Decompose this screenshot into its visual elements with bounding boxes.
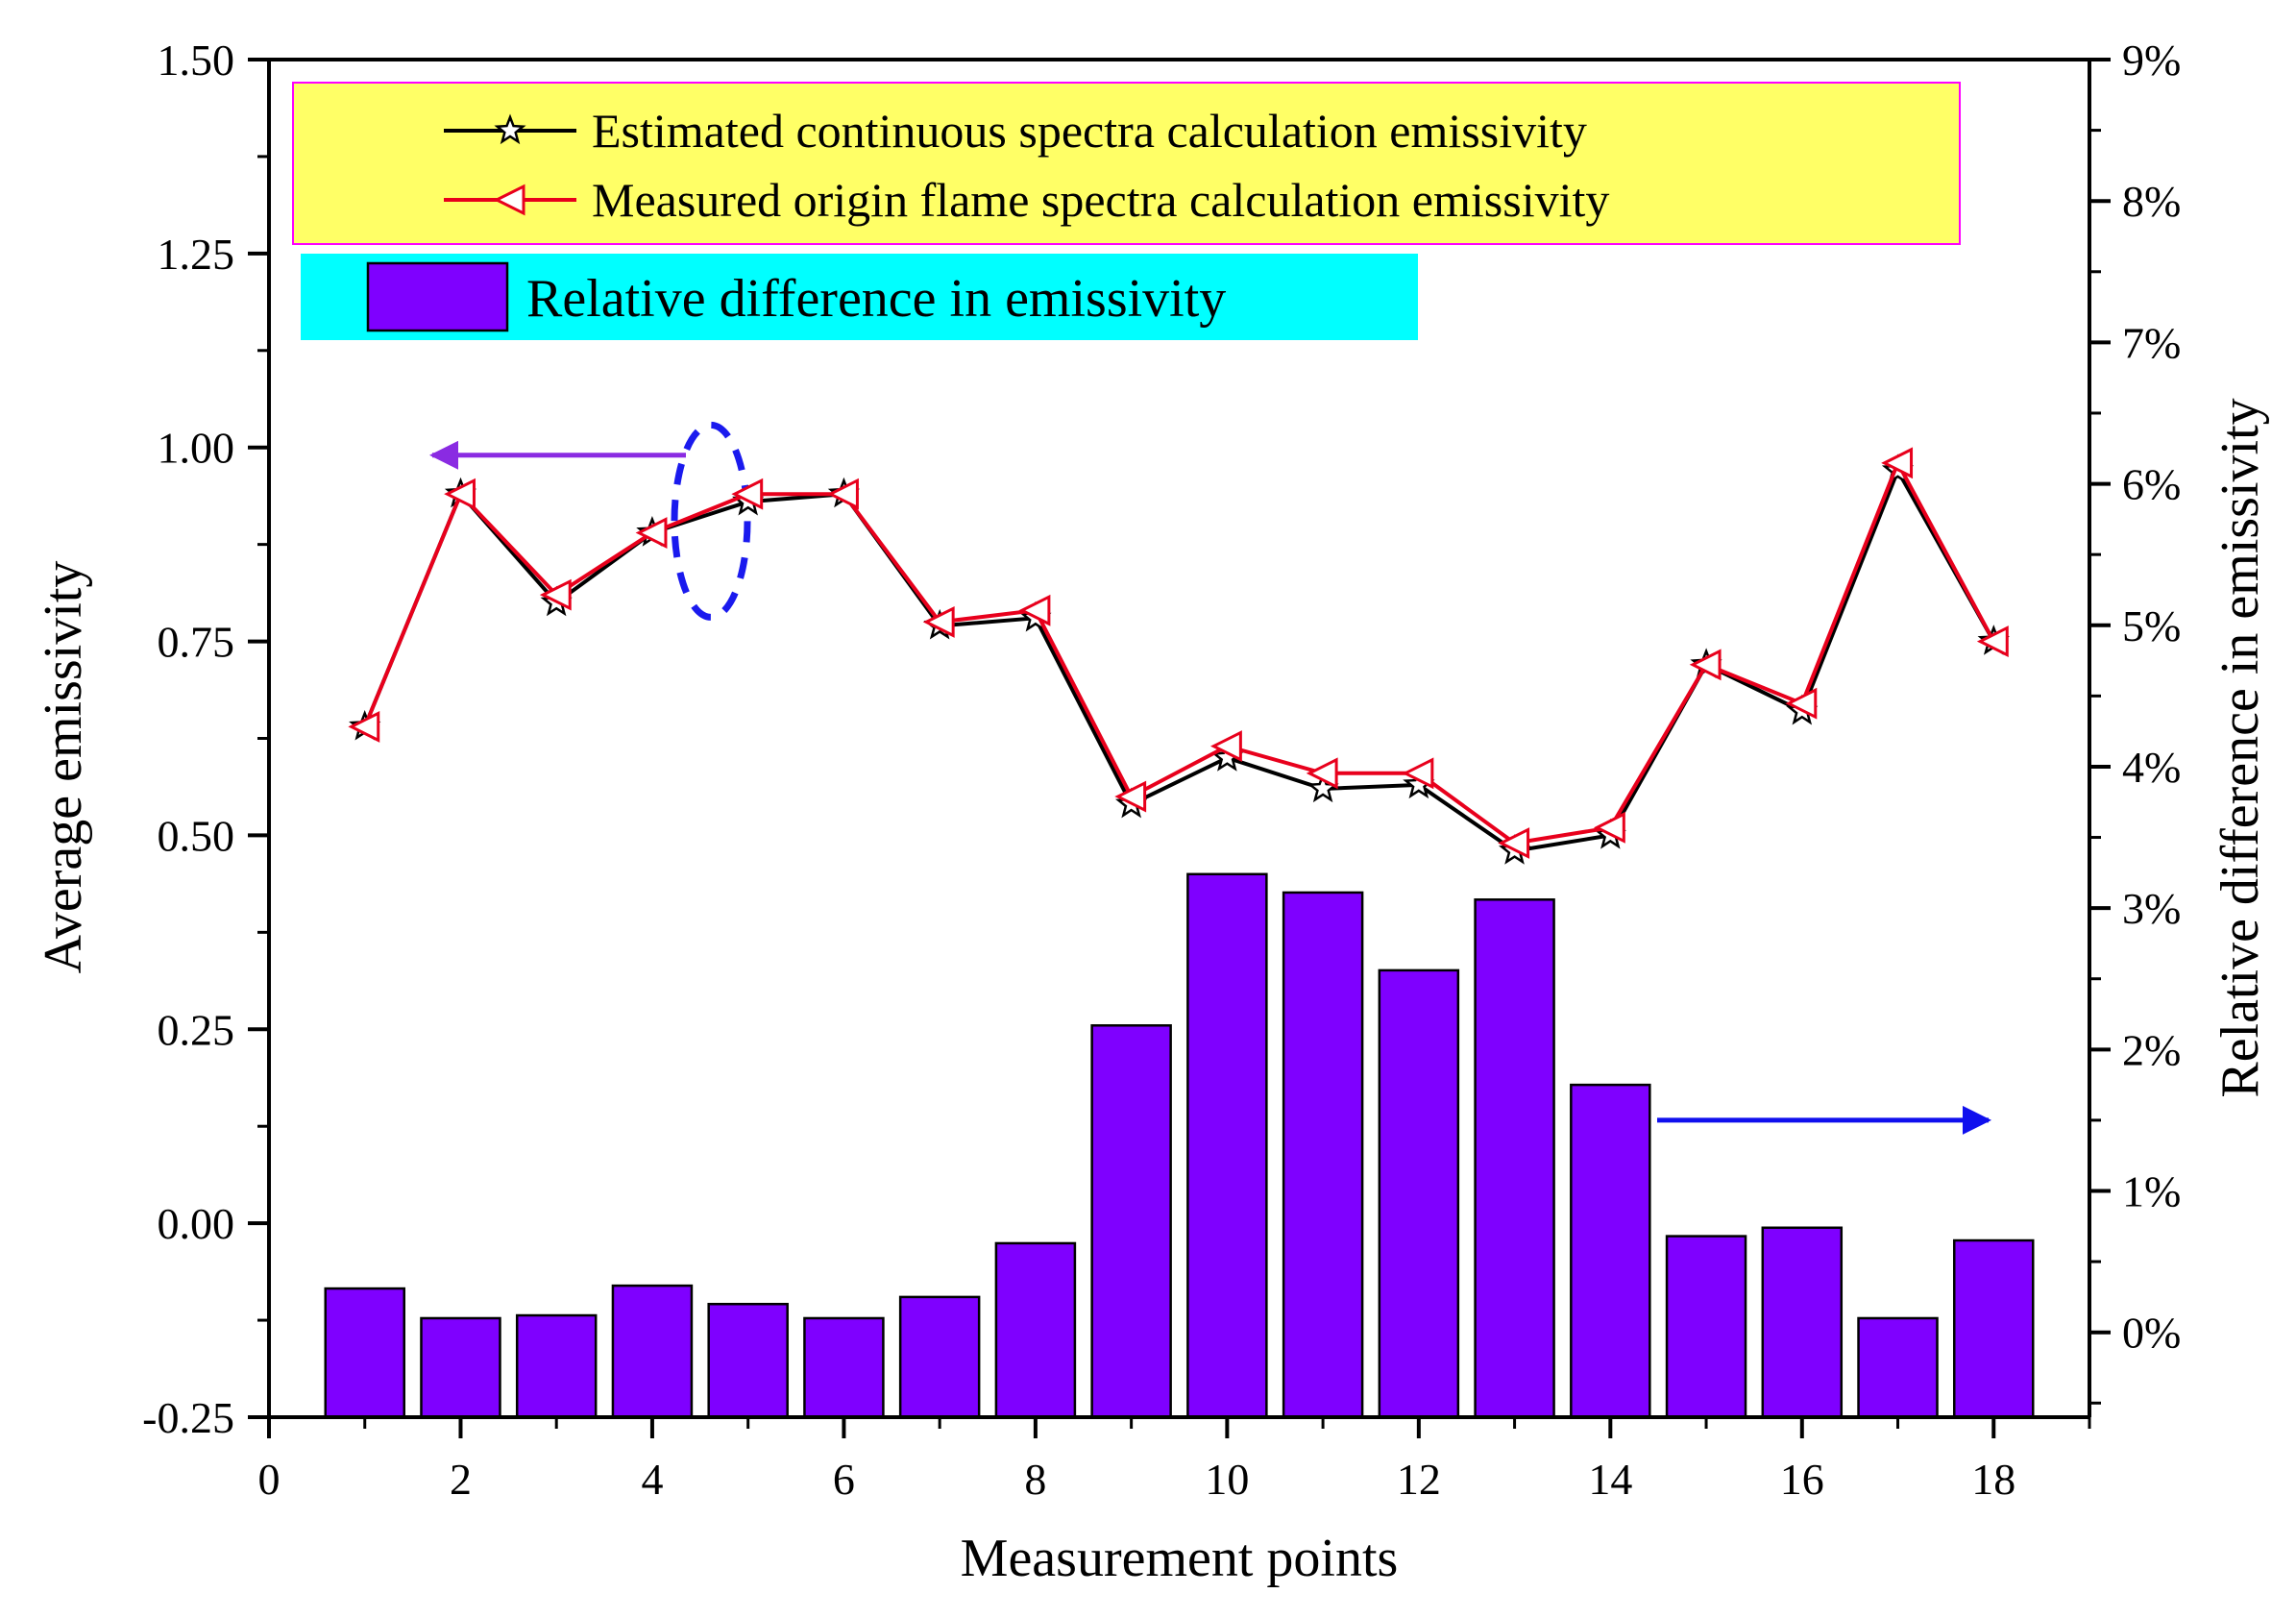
y-left-tick-label: 0.25 bbox=[158, 1005, 235, 1054]
y-left-tick-label: -0.25 bbox=[142, 1393, 234, 1442]
y-right-tick-label: 6% bbox=[2122, 460, 2181, 509]
y-right-tick-label: 2% bbox=[2122, 1025, 2181, 1074]
triangle-point bbox=[731, 478, 764, 510]
y-right-tick-label: 4% bbox=[2122, 743, 2181, 792]
triangle-point bbox=[1785, 687, 1818, 720]
x-tick-label: 6 bbox=[833, 1455, 855, 1504]
bar bbox=[1186, 872, 1268, 1419]
bar bbox=[1570, 1083, 1651, 1419]
y-right-tick-label: 7% bbox=[2122, 318, 2181, 367]
bar bbox=[1090, 1024, 1172, 1419]
x-tick-label: 4 bbox=[641, 1455, 663, 1504]
bar bbox=[420, 1316, 501, 1419]
bar bbox=[1665, 1235, 1747, 1419]
legend-label: Relative difference in emissivity bbox=[526, 269, 1226, 329]
triangle-point bbox=[1976, 625, 2009, 657]
y-right-tick-label: 0% bbox=[2122, 1309, 2181, 1358]
y-left-tick-label: 0.75 bbox=[158, 618, 235, 667]
y-left-tick-label: 0.50 bbox=[158, 811, 235, 860]
triangle-point bbox=[1689, 649, 1722, 681]
triangle-point bbox=[1881, 447, 1914, 479]
legend-bar-swatch bbox=[366, 261, 509, 332]
x-tick-label: 16 bbox=[1780, 1455, 1824, 1504]
triangle-point bbox=[1114, 780, 1147, 813]
bar bbox=[707, 1303, 789, 1419]
x-tick-label: 14 bbox=[1588, 1455, 1632, 1504]
y-right-tick-label: 5% bbox=[2122, 601, 2181, 650]
bar bbox=[1282, 891, 1364, 1419]
bar bbox=[515, 1313, 598, 1419]
y-left-tick-label: 1.25 bbox=[158, 230, 235, 279]
triangle-point bbox=[1593, 811, 1625, 844]
triangle-point bbox=[1210, 730, 1242, 763]
bar bbox=[324, 1287, 405, 1419]
bar bbox=[1857, 1316, 1939, 1419]
bar bbox=[803, 1316, 885, 1419]
x-tick-label: 8 bbox=[1024, 1455, 1046, 1504]
y-left-axis-title: Average emissivity bbox=[34, 561, 93, 974]
bar bbox=[898, 1295, 981, 1419]
bar bbox=[1761, 1226, 1844, 1419]
y-right-tick-label: 3% bbox=[2122, 884, 2181, 933]
axes: -0.25 0.00 0.25 0.50 0.75 1.00 1.25 1.50 0% 1% 2% 3… bbox=[34, 36, 2270, 1588]
bar bbox=[1378, 968, 1460, 1419]
y-right-tick-label: 9% bbox=[2122, 36, 2181, 85]
y-left-tick-label: 1.00 bbox=[158, 424, 235, 473]
y-right-tick-label: 8% bbox=[2122, 177, 2181, 226]
y-right-axis-title: Relative difference in emissivity bbox=[2211, 398, 2270, 1097]
legend-label: Measured origin flame spectra calculatio… bbox=[592, 173, 1609, 227]
y-right-tick-label: 1% bbox=[2122, 1167, 2181, 1216]
legend: Estimated continuous spectra calculation… bbox=[292, 82, 1961, 340]
bar-series bbox=[324, 872, 2035, 1419]
triangle-point bbox=[922, 605, 955, 638]
x-tick-label: 2 bbox=[450, 1455, 472, 1504]
annotations bbox=[429, 421, 1991, 1135]
bar bbox=[1474, 898, 1555, 1419]
triangle-point bbox=[539, 578, 572, 611]
y-left-tick-label: 1.50 bbox=[158, 36, 235, 85]
x-tick-label: 0 bbox=[258, 1455, 281, 1504]
triangle-point bbox=[1018, 594, 1051, 626]
bar bbox=[1953, 1238, 2035, 1419]
triangle-point bbox=[348, 710, 380, 743]
x-axis-title: Measurement points bbox=[961, 1529, 1399, 1588]
triangle-point bbox=[1498, 827, 1530, 859]
triangle-point bbox=[827, 478, 859, 510]
legend-label: Estimated continuous spectra calculation… bbox=[592, 104, 1587, 158]
triangle-point bbox=[1402, 757, 1434, 790]
x-tick-label: 10 bbox=[1205, 1455, 1249, 1504]
legend-lines-box bbox=[292, 82, 1961, 245]
x-tick-label: 18 bbox=[1971, 1455, 2015, 1504]
bar bbox=[994, 1241, 1077, 1419]
y-left-tick-label: 0.00 bbox=[158, 1199, 235, 1248]
bar bbox=[611, 1284, 694, 1419]
line-series bbox=[348, 447, 2010, 865]
dashed-ellipse bbox=[671, 421, 751, 621]
legend-star-marker bbox=[494, 113, 526, 145]
triangle-point bbox=[635, 517, 668, 549]
x-tick-label: 12 bbox=[1397, 1455, 1441, 1504]
triangle-point bbox=[1306, 757, 1338, 790]
triangle-point bbox=[444, 478, 476, 510]
series-line bbox=[362, 458, 1996, 846]
legend-triangle-marker bbox=[493, 184, 525, 216]
